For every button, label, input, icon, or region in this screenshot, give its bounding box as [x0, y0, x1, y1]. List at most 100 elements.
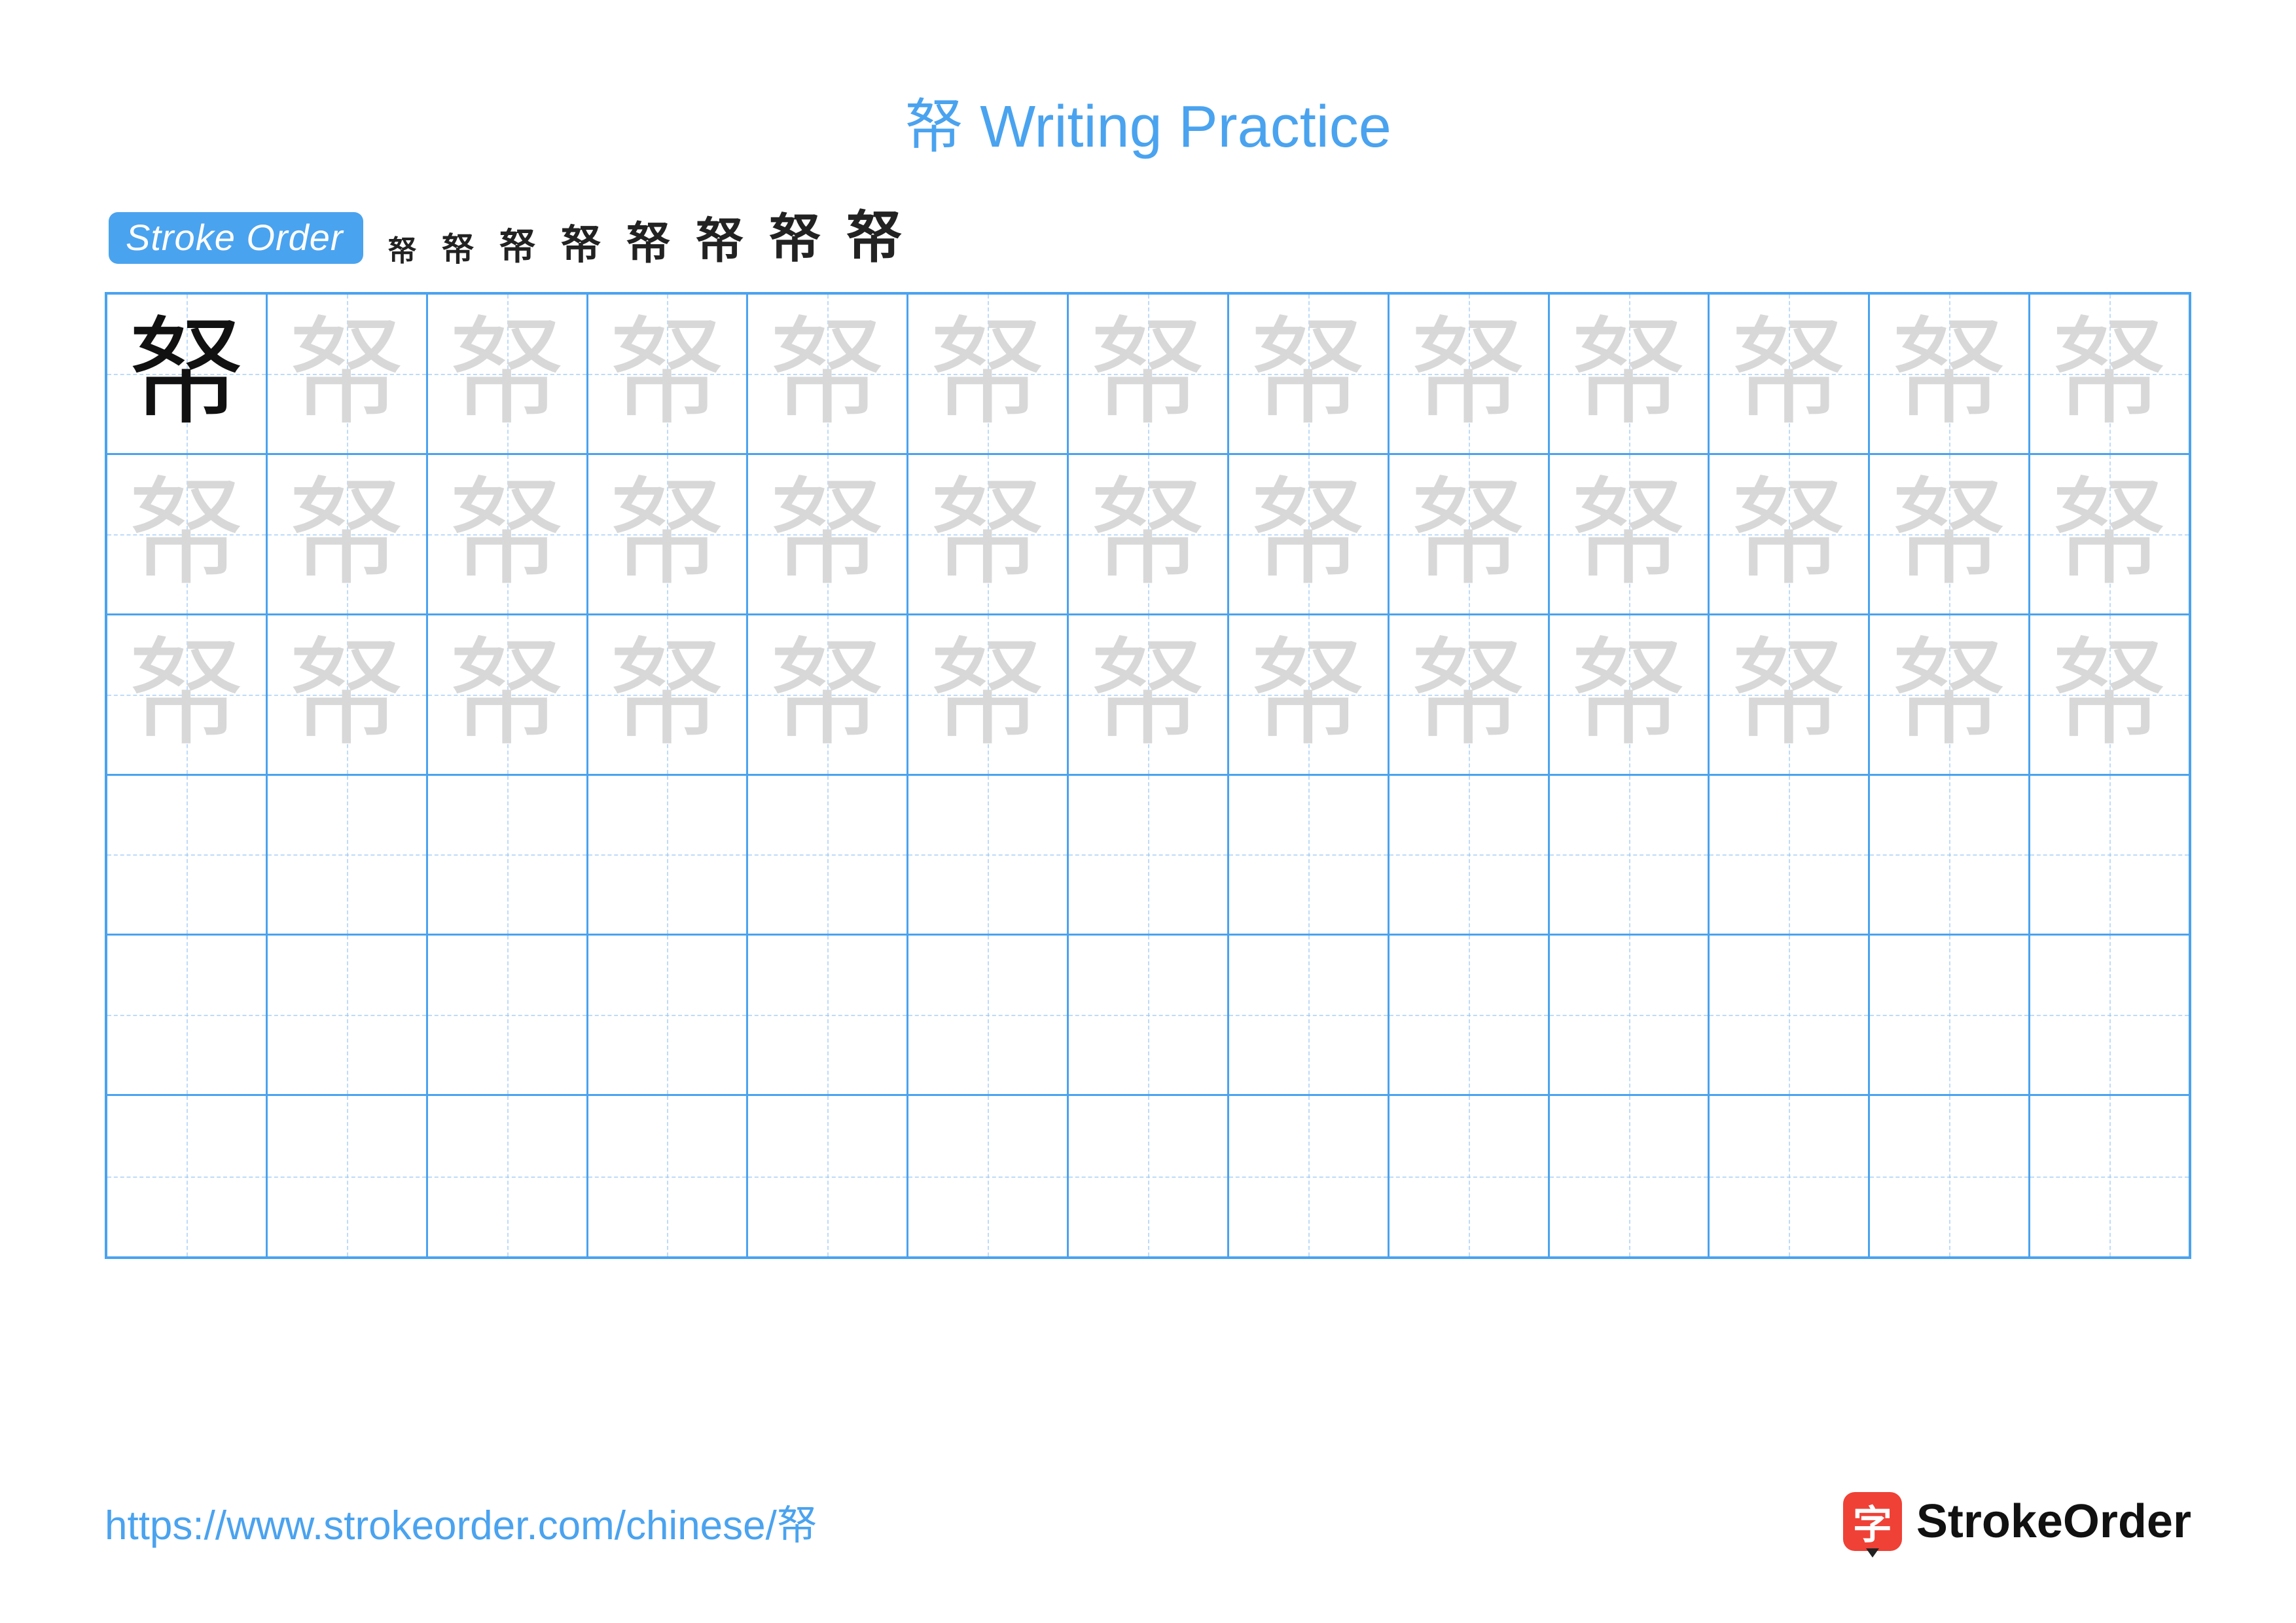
grid-cell: [1069, 1096, 1229, 1256]
grid-cell: 帑: [1710, 455, 1870, 615]
grid-cell: [908, 776, 1069, 936]
grid-cell: [748, 1096, 908, 1256]
practice-grid: 帑帑帑帑帑帑帑帑帑帑帑帑帑帑帑帑帑帑帑帑帑帑帑帑帑帑帑帑帑帑帑帑帑帑帑帑帑帑帑: [105, 292, 2191, 1259]
grid-cell: [1710, 936, 1870, 1096]
grid-cell: [1229, 1096, 1390, 1256]
grid-cell: 帑: [2030, 295, 2189, 455]
brand-logo: 字 StrokeOrder: [1843, 1492, 2191, 1551]
stroke-step: 帑: [388, 237, 417, 266]
practice-char: 帑: [929, 636, 1047, 754]
grid-cell: 帑: [908, 615, 1069, 776]
grid-cell: 帑: [1870, 615, 2030, 776]
brand-name: StrokeOrder: [1916, 1495, 2191, 1548]
grid-cell: [1390, 776, 1550, 936]
stroke-step: 帑: [561, 225, 601, 266]
practice-char: 帑: [2051, 636, 2168, 754]
practice-char: 帑: [1890, 475, 2008, 593]
grid-cell: [2030, 936, 2189, 1096]
practice-char: 帑: [1249, 636, 1367, 754]
grid-cell: [1870, 936, 2030, 1096]
grid-cell: [748, 936, 908, 1096]
page-title: 帑 Writing Practice: [105, 79, 2191, 164]
grid-cell: [1229, 776, 1390, 936]
grid-cell: [1710, 1096, 1870, 1256]
grid-cell: [1550, 936, 1710, 1096]
grid-cell: 帑: [1710, 295, 1870, 455]
practice-char: 帑: [608, 475, 726, 593]
practice-char: 帑: [608, 636, 726, 754]
grid-cell: [107, 936, 268, 1096]
practice-char: 帑: [1890, 636, 2008, 754]
practice-char: 帑: [1089, 636, 1207, 754]
stroke-step: 帑: [499, 229, 536, 266]
grid-cell: [428, 936, 588, 1096]
stroke-order-row: Stroke Order 帑帑帑帑帑帑帑帑: [105, 210, 2191, 266]
practice-char: 帑: [2051, 315, 2168, 433]
practice-char: 帑: [1730, 315, 1848, 433]
grid-cell: [1229, 936, 1390, 1096]
practice-char: 帑: [768, 315, 886, 433]
practice-char: 帑: [1249, 315, 1367, 433]
practice-char: 帑: [1410, 636, 1528, 754]
grid-cell: [1390, 1096, 1550, 1256]
grid-cell: [268, 1096, 428, 1256]
grid-cell: [2030, 1096, 2189, 1256]
practice-char: 帑: [1570, 315, 1688, 433]
practice-char: 帑: [2051, 475, 2168, 593]
grid-cell: 帑: [748, 295, 908, 455]
grid-cell: 帑: [908, 295, 1069, 455]
brand-icon: 字: [1843, 1492, 1902, 1551]
practice-char: 帑: [288, 636, 406, 754]
practice-char: 帑: [448, 315, 566, 433]
practice-char: 帑: [1089, 315, 1207, 433]
grid-cell: 帑: [908, 455, 1069, 615]
practice-char: 帑: [1730, 636, 1848, 754]
stroke-step: 帑: [626, 221, 671, 266]
practice-char: 帑: [768, 475, 886, 593]
grid-cell: [268, 936, 428, 1096]
grid-cell: 帑: [1390, 615, 1550, 776]
grid-cell: 帑: [428, 615, 588, 776]
source-url-link[interactable]: https://www.strokeorder.com/chinese/帑: [105, 1492, 817, 1551]
stroke-steps: 帑帑帑帑帑帑帑帑: [388, 210, 903, 266]
grid-cell: 帑: [428, 295, 588, 455]
practice-char: 帑: [128, 315, 245, 433]
grid-cell: [428, 1096, 588, 1256]
grid-cell: [1870, 776, 2030, 936]
grid-cell: [588, 776, 749, 936]
grid-cell: [1069, 776, 1229, 936]
grid-cell: [2030, 776, 2189, 936]
grid-cell: 帑: [268, 455, 428, 615]
grid-cell: [1710, 776, 1870, 936]
grid-cell: [588, 1096, 749, 1256]
practice-char: 帑: [128, 636, 245, 754]
practice-char: 帑: [608, 315, 726, 433]
grid-cell: [1550, 1096, 1710, 1256]
stroke-step: 帑: [442, 233, 475, 266]
grid-cell: [908, 1096, 1069, 1256]
grid-cell: 帑: [1069, 295, 1229, 455]
grid-cell: 帑: [1069, 615, 1229, 776]
practice-char: 帑: [1249, 475, 1367, 593]
practice-char: 帑: [288, 315, 406, 433]
grid-cell: 帑: [748, 455, 908, 615]
practice-char: 帑: [1730, 475, 1848, 593]
grid-cell: [1550, 776, 1710, 936]
grid-cell: 帑: [2030, 455, 2189, 615]
grid-cell: 帑: [1229, 295, 1390, 455]
practice-char: 帑: [448, 636, 566, 754]
grid-cell: [107, 1096, 268, 1256]
practice-char: 帑: [1410, 315, 1528, 433]
grid-cell: [107, 776, 268, 936]
practice-char: 帑: [929, 475, 1047, 593]
grid-cell: 帑: [1710, 615, 1870, 776]
grid-cell: 帑: [428, 455, 588, 615]
grid-cell: [1069, 936, 1229, 1096]
grid-cell: [908, 936, 1069, 1096]
practice-char: 帑: [768, 636, 886, 754]
practice-char: 帑: [1570, 636, 1688, 754]
practice-char: 帑: [929, 315, 1047, 433]
practice-char: 帑: [128, 475, 245, 593]
stroke-step: 帑: [846, 210, 903, 266]
practice-char: 帑: [1410, 475, 1528, 593]
